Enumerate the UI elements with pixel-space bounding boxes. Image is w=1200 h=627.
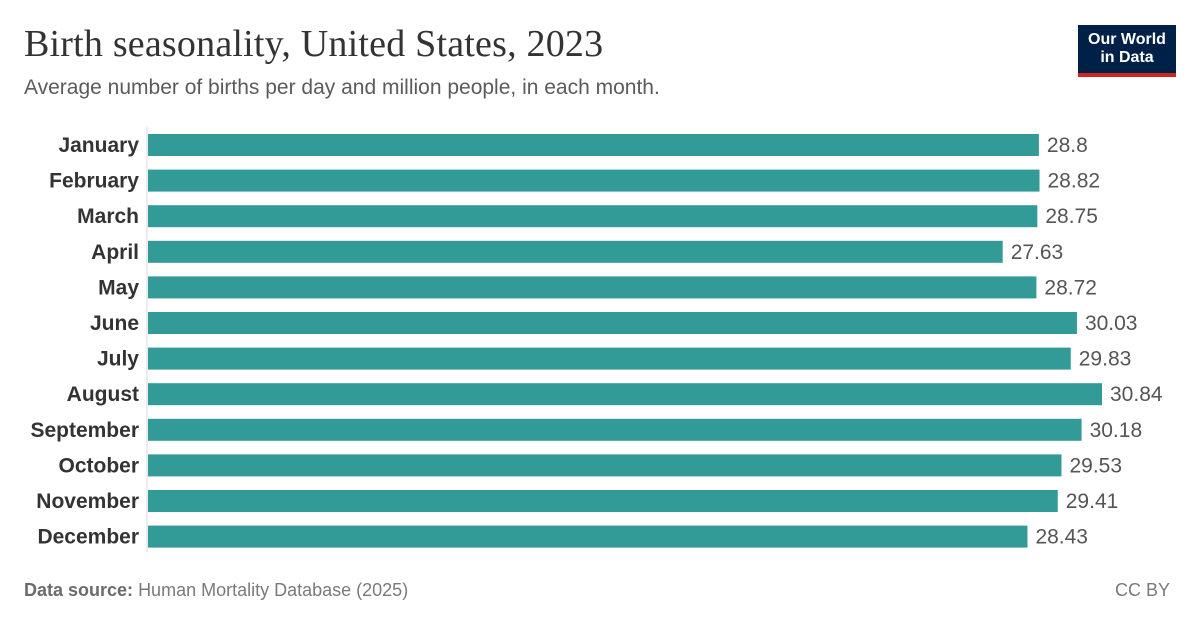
owid-logo[interactable]: Our World in Data — [1078, 25, 1176, 77]
value-label: 28.75 — [1045, 205, 1098, 228]
bar[interactable] — [148, 525, 1028, 548]
bar[interactable] — [148, 205, 1038, 228]
category-label: July — [97, 348, 139, 371]
bar[interactable] — [148, 240, 1003, 263]
chart-subtitle: Average number of births per day and mil… — [24, 76, 660, 99]
chart-title: Birth seasonality, United States, 2023 — [24, 23, 604, 65]
value-label: 29.41 — [1066, 490, 1119, 513]
value-label: 28.72 — [1044, 276, 1097, 299]
value-label: 30.84 — [1110, 383, 1163, 406]
data-source-text[interactable]: Human Mortality Database (2025) — [138, 580, 409, 600]
bar[interactable] — [148, 134, 1039, 156]
logo-line-2: in Data — [1100, 49, 1154, 66]
bar[interactable] — [148, 490, 1058, 512]
bar[interactable] — [148, 312, 1077, 334]
bar[interactable] — [148, 347, 1071, 370]
category-label: March — [77, 205, 139, 228]
value-label: 27.63 — [1011, 241, 1064, 264]
bar[interactable] — [148, 454, 1062, 477]
license-label[interactable]: CC BY — [1114, 580, 1170, 600]
category-label: February — [49, 170, 139, 193]
bar[interactable] — [148, 276, 1037, 299]
category-label: January — [58, 134, 139, 157]
category-label: April — [91, 241, 139, 264]
value-label: 30.03 — [1085, 312, 1138, 335]
bar[interactable] — [148, 418, 1082, 441]
value-label: 28.8 — [1047, 134, 1088, 157]
value-label: 28.82 — [1048, 170, 1101, 193]
category-label: September — [30, 419, 139, 442]
category-label: August — [67, 383, 139, 406]
value-label: 29.53 — [1069, 454, 1122, 477]
category-label: December — [37, 526, 139, 549]
value-label: 29.83 — [1079, 348, 1132, 371]
category-label: June — [90, 312, 139, 335]
data-source-label: Data source: — [24, 580, 134, 600]
data-source: Data source: Human Mortality Database (2… — [24, 580, 408, 601]
value-label: 30.18 — [1090, 419, 1143, 442]
bar[interactable] — [148, 383, 1102, 406]
value-label: 28.43 — [1035, 526, 1088, 549]
bar[interactable] — [148, 169, 1040, 192]
category-label: May — [98, 276, 139, 299]
logo-line-1: Our World — [1088, 31, 1166, 48]
category-label: October — [58, 454, 139, 477]
category-label: November — [36, 490, 139, 513]
